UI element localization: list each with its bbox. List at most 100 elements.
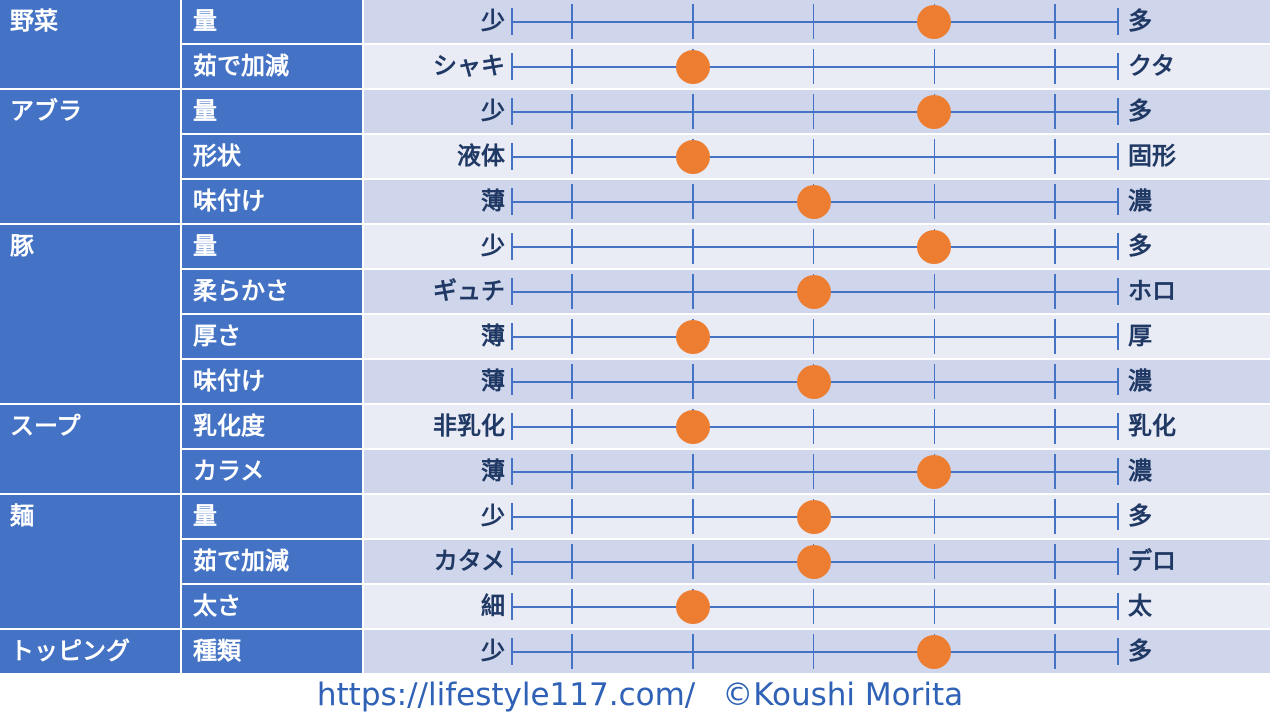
rating-dot [796,544,831,579]
rating-dot [675,409,710,444]
scale-right-label: 多 [1128,637,1152,665]
scale-line [512,155,1118,158]
scale-tick [692,364,694,399]
scale-tick [692,184,694,219]
scale-tick [1054,364,1056,399]
scale-end-cap-right [1117,548,1119,575]
scale-row: ギュチ ホロ [364,270,1270,313]
rating-dot [917,94,952,129]
scale-end-cap-left [511,53,513,80]
scale-right-label: デロ [1128,547,1176,575]
scale-row: 薄濃 [364,450,1270,493]
scale-line [512,605,1118,608]
item-label: 茹で加減 [193,52,289,80]
item-cell: 味付け [182,180,362,223]
scale-right-label: 多 [1128,502,1152,530]
rating-dot [917,634,952,669]
scale-right-label: 濃 [1128,457,1152,485]
scale-tick [571,229,573,264]
scale-right-label: 多 [1128,97,1152,125]
scale-tick [1054,319,1056,354]
scale-tick [812,589,815,624]
scale-end-cap-right [1117,638,1119,665]
footer-credit: ©Koushi Morita [722,677,964,713]
item-cell: 柔らかさ [182,270,362,313]
scale-end-cap-left [511,233,513,260]
scale-tick [1054,94,1056,129]
rating-dot [917,229,952,264]
item-label: 茹で加減 [193,547,289,575]
scale-tick [812,94,815,129]
scale-left-label: 薄 [481,367,505,395]
scale-line [512,245,1118,248]
category-cell: 麺 [0,495,180,628]
scale-right-label: 多 [1128,7,1152,35]
scale-end-cap-left [511,503,513,530]
category-label: トッピング [10,637,130,665]
scale-left-label: 少 [481,97,505,125]
scale-tick [1054,589,1056,624]
scale-tick [933,364,935,399]
item-label: 量 [193,7,217,35]
scale-tick [571,319,573,354]
item-cell: 厚さ [182,315,362,358]
scale-end-cap-left [511,323,513,350]
scale-end-cap-right [1117,323,1119,350]
item-label: 種類 [193,637,241,665]
scale-tick [933,274,935,309]
footer: https://lifestyle117.com/ ©Koushi Morita [0,673,1280,720]
category-label: アブラ [10,97,82,125]
scale-right-label: 多 [1128,232,1152,260]
scale-tick [1054,49,1056,84]
scale-tick [1054,4,1056,39]
rating-dot [675,319,710,354]
scale-tick [933,589,935,624]
scale-tick [812,139,815,174]
scale-end-cap-right [1117,278,1119,305]
scale-tick [571,454,573,489]
scale-left-label: シャキ [433,52,505,80]
scale-tick [1054,184,1056,219]
scale-row: 液体 固形 [364,135,1270,178]
scale-line [512,20,1118,23]
item-label: 厚さ [193,322,241,350]
scale-row: シャキ クタ [364,45,1270,88]
scale-line [512,335,1118,338]
rating-dot [796,499,831,534]
scale-tick [692,94,694,129]
scale-row: 少多 [364,495,1270,538]
item-cell: 太さ [182,585,362,628]
scale-tick [1054,634,1056,669]
category-cell: アブラ [0,90,180,223]
rating-dot [796,184,831,219]
scale-end-cap-left [511,638,513,665]
scale-tick [571,409,573,444]
scale-tick [692,499,694,534]
rating-dot [796,364,831,399]
rating-dot [675,139,710,174]
category-label: 野菜 [10,7,58,35]
scale-tick [933,139,935,174]
scale-tick [812,409,815,444]
item-cell: 量 [182,0,362,43]
scale-left-label: 薄 [481,457,505,485]
rating-dot [675,589,710,624]
scale-left-label: カタメ [433,547,505,575]
scale-end-cap-right [1117,53,1119,80]
scale-tick [571,499,573,534]
item-label: 量 [193,97,217,125]
scale-end-cap-left [511,368,513,395]
category-cell: 野菜 [0,0,180,88]
scale-row: 薄厚 [364,315,1270,358]
scale-end-cap-right [1117,368,1119,395]
scale-end-cap-right [1117,503,1119,530]
scale-row: 少多 [364,630,1270,673]
scale-end-cap-right [1117,413,1119,440]
scale-row: 少多 [364,0,1270,43]
scale-tick [933,499,935,534]
scale-row: 非乳化 乳化 [364,405,1270,448]
scale-row: 薄濃 [364,180,1270,223]
scale-right-label: 乳化 [1128,412,1176,440]
scale-left-label: 液体 [457,142,505,170]
scale-end-cap-right [1117,593,1119,620]
